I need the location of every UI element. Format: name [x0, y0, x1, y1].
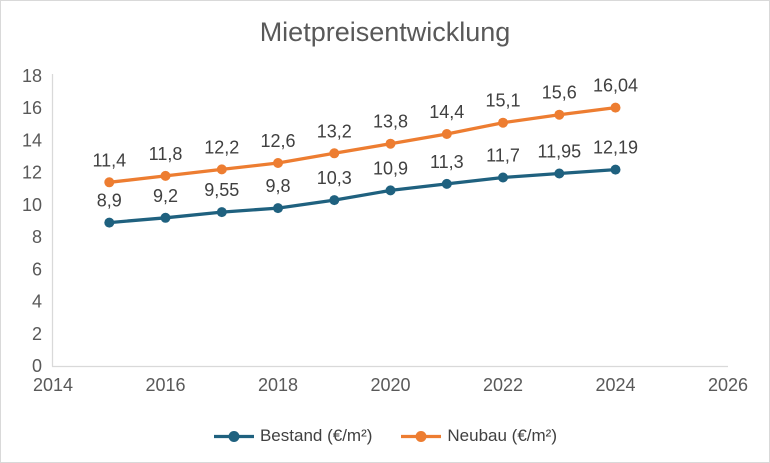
series-marker-1	[273, 158, 283, 168]
data-label: 11,7	[486, 146, 520, 166]
y-axis-tick-label: 8	[32, 227, 42, 247]
data-label: 11,95	[537, 142, 581, 162]
series-marker-0	[554, 168, 565, 179]
y-axis-tick-label: 4	[32, 292, 42, 312]
series-marker-1	[216, 164, 227, 175]
data-label: 15,1	[485, 91, 520, 111]
series-marker-1	[104, 177, 115, 188]
y-axis-tick-label: 10	[22, 195, 42, 215]
series-marker-1	[160, 170, 171, 181]
x-axis-tick-label: 2024	[595, 375, 635, 395]
y-axis-tick-label: 2	[32, 324, 42, 344]
legend-marker-icon	[213, 430, 254, 442]
data-label: 9,55	[204, 180, 239, 200]
series-marker-1	[610, 102, 621, 113]
data-label: 9,8	[265, 176, 290, 196]
series-line-1	[107, 105, 618, 184]
data-label: 12,19	[593, 138, 638, 158]
y-axis-tick-label: 0	[32, 356, 42, 376]
data-label: 16,04	[593, 76, 638, 96]
series-marker-0	[273, 203, 283, 214]
data-label: 13,2	[317, 121, 352, 141]
series-marker-0	[160, 212, 171, 223]
legend-label: Bestand (€/m²)	[259, 426, 373, 445]
chart-title: Mietpreisentwicklung	[259, 17, 511, 47]
legend: Bestand (€/m²) Neubau (€/m²)	[1, 426, 769, 446]
y-axis-tick-label: 6	[32, 259, 42, 279]
data-label: 11,3	[430, 152, 464, 172]
legend-label: Neubau (€/m²)	[447, 426, 558, 445]
x-axis-tick-label: 2018	[258, 375, 298, 395]
series-marker-0	[104, 217, 115, 228]
series-marker-0	[329, 195, 340, 206]
series-marker-0	[441, 178, 452, 189]
data-label: 11,4	[92, 150, 126, 170]
x-axis-tick-label: 2022	[483, 375, 523, 395]
data-label: 8,9	[97, 191, 122, 211]
data-label: 11,8	[149, 144, 183, 164]
series-marker-1	[554, 109, 565, 120]
x-axis-tick-label: 2026	[708, 375, 748, 395]
legend-item-0: Bestand (€/m²)	[213, 426, 372, 446]
series-marker-1	[329, 148, 340, 159]
data-label: 12,6	[260, 131, 295, 151]
series-marker-0	[385, 185, 396, 196]
series-marker-0	[498, 172, 508, 183]
legend-item-1: Neubau (€/m²)	[400, 426, 557, 446]
data-label: 13,8	[373, 112, 408, 132]
y-axis-tick-label: 16	[22, 98, 42, 118]
legend-marker-icon	[401, 430, 442, 442]
series-marker-0	[610, 164, 621, 175]
series-marker-0	[216, 207, 227, 218]
data-label: 12,2	[204, 137, 239, 157]
data-label: 14,4	[429, 102, 464, 122]
series-marker-1	[385, 138, 396, 149]
series-line-0	[107, 167, 618, 225]
y-axis-tick-label: 18	[22, 66, 42, 86]
y-axis-tick-label: 14	[22, 130, 42, 150]
y-axis-tick-label: 12	[22, 163, 42, 183]
series-marker-1	[441, 129, 452, 139]
series-marker-1	[498, 117, 508, 128]
data-label: 15,6	[542, 83, 577, 103]
x-axis-tick-label: 2016	[145, 375, 185, 395]
x-axis-tick-label: 2020	[370, 375, 410, 395]
data-label: 10,3	[317, 168, 352, 188]
data-label: 9,2	[153, 186, 178, 206]
x-axis-tick-label: 2014	[33, 375, 73, 395]
data-label: 10,9	[373, 158, 408, 178]
